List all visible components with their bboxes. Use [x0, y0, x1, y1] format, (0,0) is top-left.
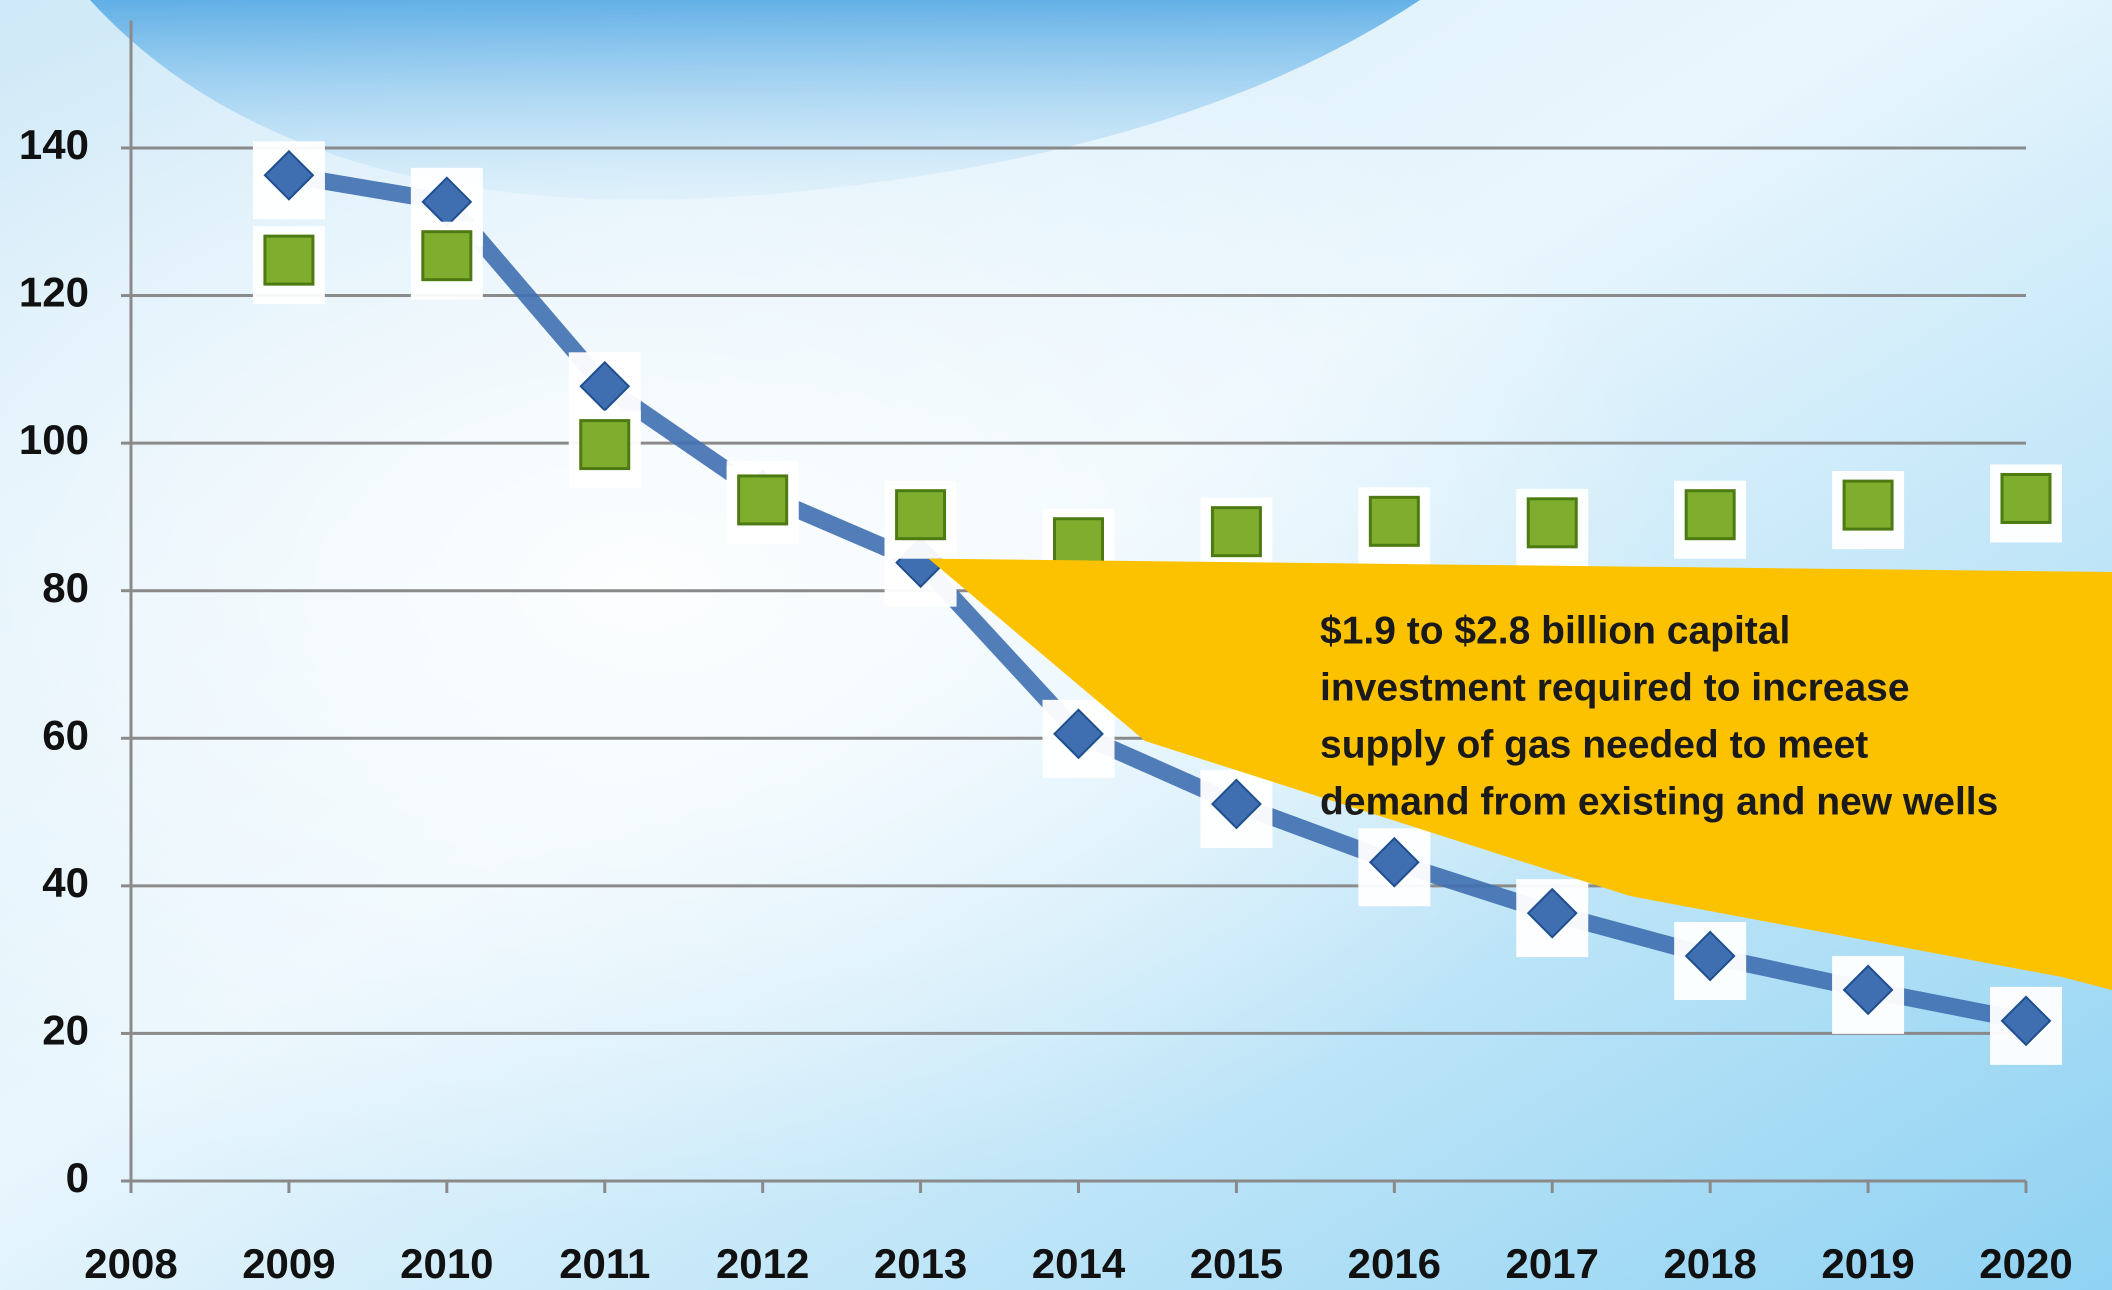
square: [1053, 517, 1104, 569]
square-marker: [726, 465, 799, 544]
y-tick-label: 0: [66, 1154, 89, 1201]
background-arc: [90, 0, 1420, 200]
diamond-marker: [1358, 828, 1431, 907]
diamond-marker: [1832, 955, 1905, 1034]
annotation-text: demand from existing and new wells: [1320, 780, 1998, 823]
diamond: [1053, 708, 1104, 760]
square-marker: [1674, 480, 1747, 559]
diamond: [1842, 964, 1894, 1016]
diamond: [2000, 995, 2052, 1047]
x-tick-label: 2018: [1663, 1240, 1756, 1287]
diamond: [1526, 887, 1578, 939]
square: [1842, 479, 1894, 531]
diamond-marker: [1042, 699, 1115, 778]
diamond-marker: [1516, 879, 1589, 958]
x-tick-label: 2013: [874, 1240, 967, 1287]
diamond: [1684, 930, 1736, 982]
diamond-marker: [1990, 986, 2062, 1065]
diamond: [579, 360, 631, 412]
square: [579, 419, 631, 471]
square-marker: [884, 480, 957, 559]
x-tick-label: 2012: [716, 1240, 809, 1287]
square-marker: [568, 410, 641, 489]
square: [263, 234, 315, 286]
y-tick-label: 100: [19, 416, 89, 463]
square-marker: [252, 226, 325, 305]
x-tick-label: 2011: [559, 1240, 650, 1287]
diamond: [1368, 836, 1420, 888]
square: [1526, 497, 1578, 549]
diamond-marker: [1674, 921, 1747, 1000]
x-tick-label: 2020: [1979, 1240, 2072, 1287]
square: [421, 230, 473, 282]
annotation-text: supply of gas needed to meet: [1320, 723, 1868, 766]
diamond-marker: [252, 141, 325, 220]
x-tick-label: 2010: [400, 1240, 493, 1287]
square: [895, 489, 947, 541]
y-tick-label: 20: [42, 1007, 89, 1054]
y-tick-label: 140: [19, 121, 89, 168]
x-tick-label: 2017: [1506, 1240, 1599, 1287]
y-tick-label: 60: [42, 711, 89, 758]
square: [2000, 472, 2052, 524]
diamond-marker: [1200, 769, 1273, 848]
square-marker: [1832, 471, 1905, 550]
diamond: [263, 149, 315, 201]
square: [1684, 489, 1736, 541]
square-marker: [1358, 487, 1431, 566]
y-tick-label: 40: [42, 859, 89, 906]
x-tick-label: 2008: [84, 1240, 177, 1287]
x-tick-label: 2016: [1348, 1240, 1441, 1287]
square-marker: [410, 221, 483, 300]
square-marker: [1990, 464, 2062, 543]
plot-area: 0 20 40 60 80 100 120 140 2008 2009 2010 2011 2012 20…: [19, 20, 2112, 1287]
square: [1368, 495, 1420, 547]
x-tick-label: 2019: [1821, 1240, 1914, 1287]
x-tick-label: 2015: [1190, 1240, 1283, 1287]
annotation-text: investment required to increase: [1320, 666, 1910, 709]
diamond: [1211, 778, 1262, 830]
x-tick-label: 2014: [1032, 1240, 1126, 1287]
square: [737, 474, 789, 526]
annotation-text: $1.9 to $2.8 billion capital: [1320, 609, 1790, 652]
y-tick-label: 120: [19, 269, 89, 316]
y-tick-label: 80: [42, 564, 89, 611]
x-tick-label: 2009: [242, 1240, 335, 1287]
square-marker: [1516, 488, 1589, 567]
callout: [928, 558, 2112, 990]
square: [1210, 506, 1262, 558]
